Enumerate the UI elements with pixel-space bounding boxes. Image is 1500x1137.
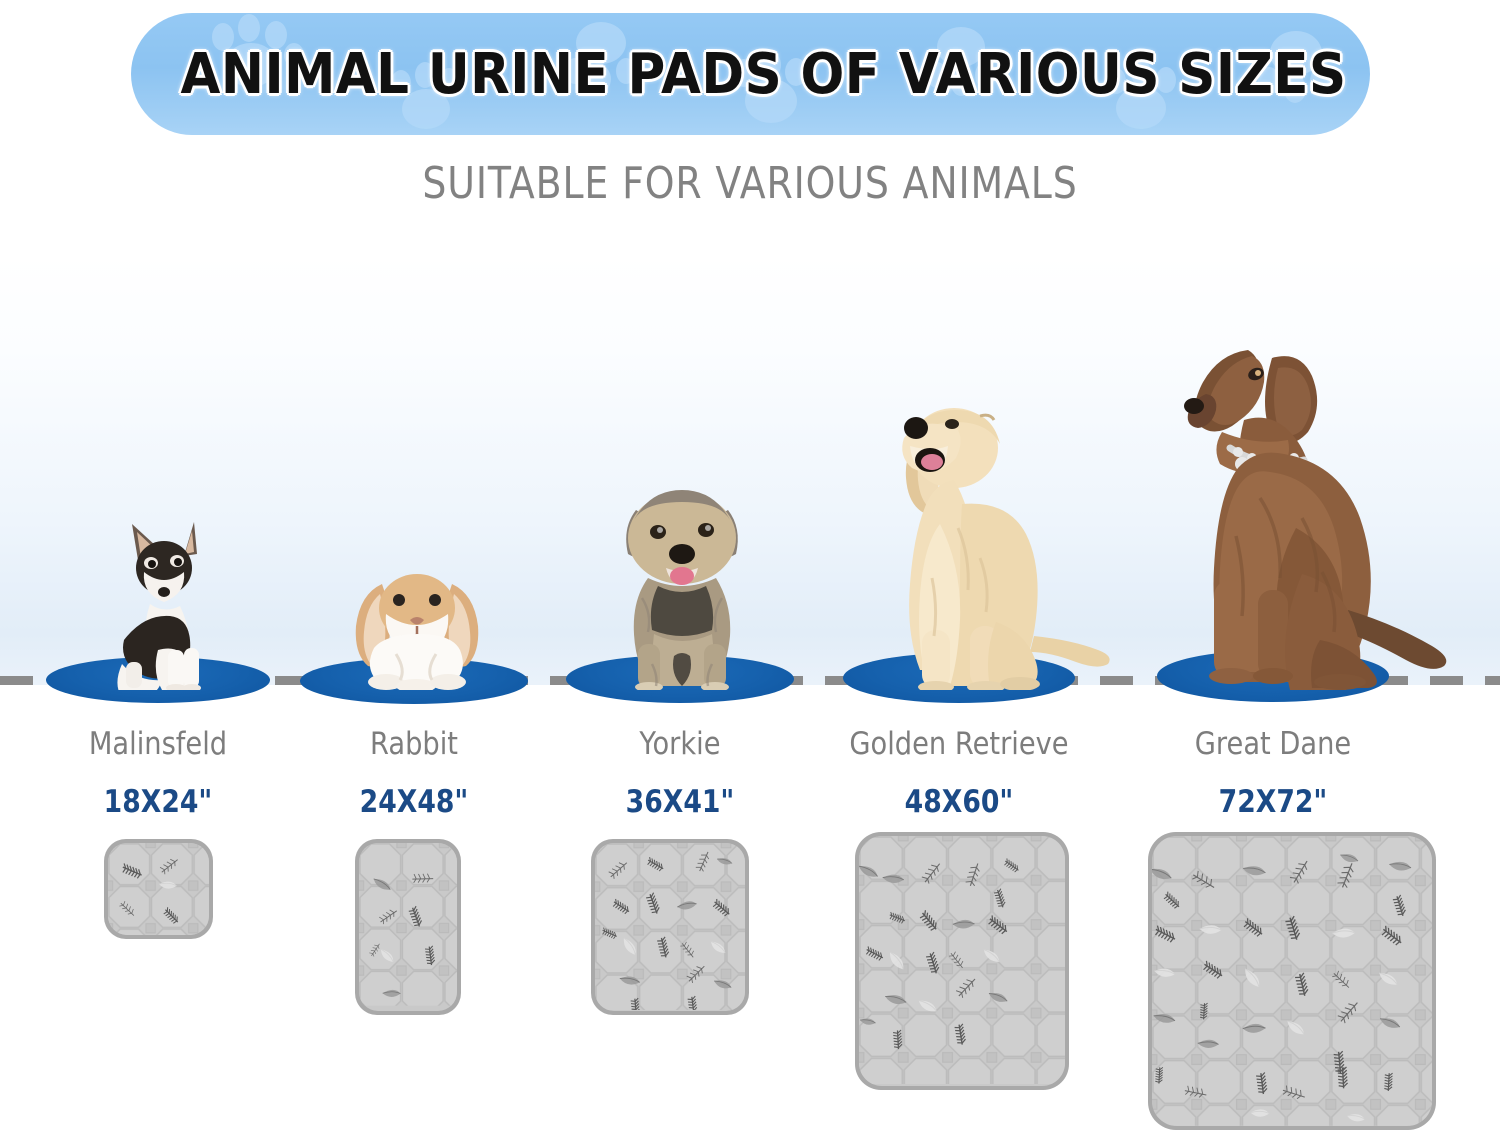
yorkie-dog-illustration [626,490,738,690]
great-dane-dog-illustration [1184,350,1447,690]
animal-name-label-4: Golden Retrieve [849,726,1069,762]
leaf-motif-overlay [859,857,1022,1051]
urine-pad-1[interactable] [104,839,213,939]
pad-size-label-2: 24X48" [359,784,469,820]
urine-pad-2[interactable] [355,839,461,1015]
animal-name-label-1: Malinsfeld [88,726,228,762]
page-subtitle: SUITABLE FOR VARIOUS ANIMALS [422,158,1078,209]
pad-size-label-3: 36X41" [625,784,735,820]
urine-pad-3[interactable] [591,839,749,1015]
leaf-motif-overlay [118,857,183,926]
chihuahua-dog-illustration [117,522,201,690]
pad-size-label-4: 48X60" [904,784,1014,820]
animal-name-label-3: Yorkie [639,726,721,762]
title-banner: ANIMAL URINE PADS OF VARIOUS SIZES [131,13,1370,135]
golden-retriever-dog-illustration [902,408,1110,690]
paw-print-pattern-icon [212,14,1332,129]
urine-pad-5[interactable] [1148,832,1436,1130]
lop-eared-rabbit-illustration [355,574,479,690]
animal-name-label-5: Great Dane [1194,726,1352,762]
animal-name-label-2: Rabbit [370,726,458,762]
leaf-motif-overlay [601,849,734,1011]
leaf-motif-overlay [1152,848,1413,1126]
pad-size-label-5: 72X72" [1218,784,1328,820]
leaf-motif-overlay [366,868,440,1001]
urine-pad-4[interactable] [855,832,1069,1090]
page-title: ANIMAL URINE PADS OF VARIOUS SIZES [180,42,1347,107]
quilt-pattern-icon [108,843,209,935]
quilt-pattern-icon [359,843,457,1006]
pad-size-label-1: 18X24" [103,784,213,820]
